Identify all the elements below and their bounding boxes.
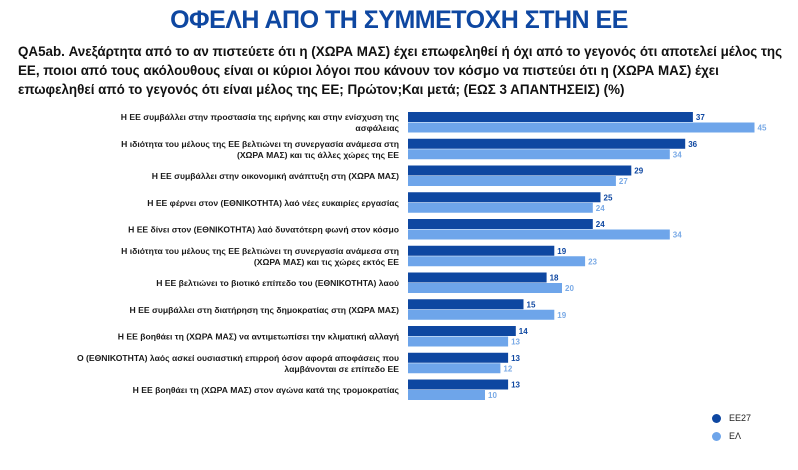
bar-el — [408, 176, 616, 186]
value-label: 19 — [557, 247, 566, 256]
value-label: 13 — [511, 338, 520, 347]
bar-eu27 — [408, 272, 547, 283]
bar-eu27 — [408, 299, 524, 310]
bar-el — [408, 283, 562, 293]
legend-item: ΕΛ — [712, 427, 751, 445]
value-label: 12 — [503, 364, 512, 373]
category-label: Η ΕΕ βοηθάει τη (ΧΩΡΑ ΜΑΣ) να αντιμετωπί… — [118, 332, 399, 342]
bar-eu27 — [408, 192, 601, 203]
legend-label: ΕΛ — [729, 431, 742, 441]
bar-el — [408, 363, 501, 374]
legend-dot-icon — [712, 431, 721, 441]
category-label: Ο (ΕΘΝΙΚΟΤΗΤΑ) λαός ασκεί ουσιαστική επι… — [77, 353, 399, 374]
category-label: Η ΕΕ δίνει στον (ΕΘΝΙΚΟΤΗΤΑ) λαό δυνατότ… — [128, 225, 399, 235]
value-label: 10 — [488, 391, 497, 400]
bar-el — [408, 229, 670, 240]
value-label: 15 — [527, 300, 536, 309]
bar-eu27 — [408, 219, 593, 229]
value-label: 27 — [619, 177, 628, 186]
value-label: 34 — [673, 231, 682, 240]
category-label: Η ΕΕ συμβάλλει στη διατήρηση της δημοκρα… — [130, 305, 400, 315]
bar-eu27 — [408, 379, 509, 390]
value-label: 13 — [511, 354, 520, 363]
value-label: 36 — [688, 140, 697, 149]
value-label: 24 — [596, 204, 605, 213]
bar-el — [408, 336, 509, 347]
value-label: 37 — [696, 113, 705, 122]
bar-eu27 — [408, 138, 686, 149]
bar-eu27 — [408, 112, 693, 122]
category-label: Η ΕΕ συμβάλλει στην οικονομική ανάπτυξη … — [152, 171, 399, 181]
category-label: Η ΕΕ συμβάλλει στην προστασία της ειρήνη… — [121, 112, 400, 133]
bar-el — [408, 122, 755, 133]
legend-dot-icon — [712, 413, 721, 423]
legend-item: ΕΕ27 — [712, 409, 751, 427]
bar-eu27 — [408, 326, 516, 336]
category-label: Η ΕΕ βοηθάει τη (ΧΩΡΑ ΜΑΣ) στον αγώνα κα… — [133, 385, 400, 395]
category-label: Η ιδιότητα του μέλους της ΕΕ βελτιώνει τ… — [121, 246, 399, 267]
bar-el — [408, 149, 670, 160]
category-label: Η ΕΕ βελτιώνει το βιοτικό επίπεδο του (Ε… — [156, 278, 399, 288]
category-label: Η ιδιότητα του μέλους της ΕΕ βελτιώνει τ… — [121, 139, 399, 160]
bar-el — [408, 202, 593, 213]
value-label: 29 — [634, 167, 643, 176]
bar-el — [408, 256, 586, 267]
bar-eu27 — [408, 245, 555, 256]
bar-el — [408, 309, 555, 320]
value-label: 45 — [758, 124, 767, 133]
bar-el — [408, 390, 485, 400]
value-label: 24 — [596, 220, 605, 229]
category-label: Η ΕΕ φέρνει στον (ΕΘΝΙΚΟΤΗΤΑ) λαό νέες ε… — [147, 198, 399, 208]
value-label: 19 — [557, 311, 566, 320]
value-label: 34 — [673, 150, 682, 159]
page-title: ΟΦΕΛΗ ΑΠΟ ΤΗ ΣΥΜΜΕΤΟΧΗ ΣΤΗΝ ΕΕ — [170, 6, 628, 34]
value-label: 20 — [565, 284, 574, 293]
bar-eu27 — [408, 352, 509, 363]
value-label: 14 — [519, 327, 528, 336]
bar-eu27 — [408, 165, 632, 176]
value-label: 23 — [588, 257, 597, 266]
value-label: 13 — [511, 381, 520, 390]
legend: ΕΕ27 ΕΛ — [712, 409, 751, 445]
legend-label: ΕΕ27 — [729, 413, 752, 423]
value-label: 25 — [604, 193, 613, 202]
question-text: QA5ab. Ανεξάρτητα από το αν πιστεύετε ότ… — [18, 44, 783, 97]
value-label: 18 — [550, 274, 559, 283]
